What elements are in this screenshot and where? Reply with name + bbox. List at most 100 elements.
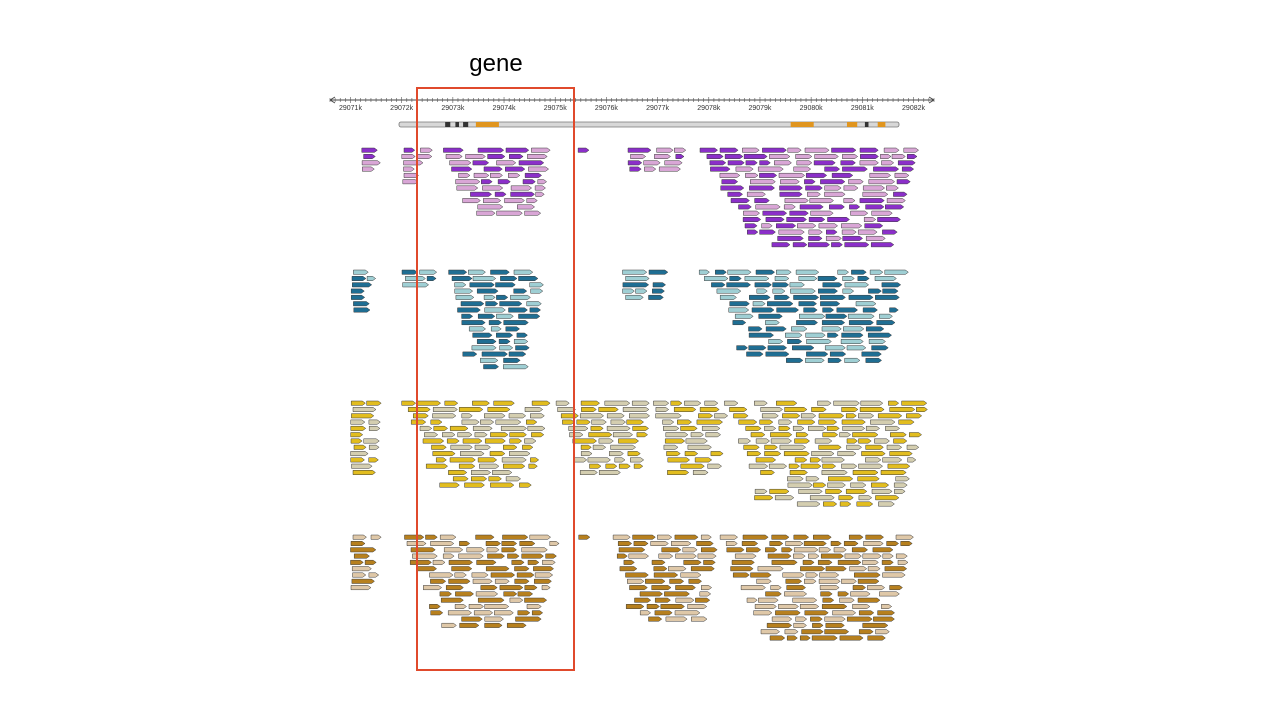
read-alignment — [818, 547, 832, 553]
read-alignment — [622, 288, 635, 294]
read-alignment — [715, 269, 727, 275]
read-alignment — [860, 400, 884, 406]
read-alignment — [475, 591, 499, 597]
read-alignment — [622, 269, 648, 275]
read-alignment — [632, 425, 650, 431]
read-alignment — [487, 407, 511, 412]
read-alignment — [774, 294, 790, 300]
read-alignment — [841, 578, 857, 584]
read-alignment — [874, 276, 897, 281]
read-alignment — [667, 457, 691, 463]
read-alignment — [760, 629, 781, 635]
read-alignment — [490, 572, 516, 578]
read-alignment — [691, 616, 708, 622]
read-alignment — [472, 160, 490, 166]
read-alignment — [900, 541, 913, 546]
read-alignment — [508, 413, 527, 419]
read-alignment — [867, 635, 886, 641]
read-alignment — [368, 457, 379, 463]
read-alignment — [622, 407, 650, 412]
read-alignment — [562, 419, 575, 425]
ruler-tick-label: 29081k — [851, 105, 874, 112]
read-alignment — [351, 294, 366, 300]
read-alignment — [832, 610, 857, 616]
read-alignment — [817, 276, 838, 281]
read-alignment — [403, 147, 416, 153]
read-alignment — [469, 282, 495, 288]
read-alignment — [886, 185, 899, 191]
read-alignment — [800, 463, 822, 469]
read-alignment — [606, 425, 631, 431]
read-alignment — [701, 425, 721, 431]
read-alignment — [518, 160, 545, 166]
read-alignment — [350, 438, 363, 444]
read-alignment — [350, 457, 365, 463]
read-alignment — [731, 559, 755, 565]
read-alignment — [801, 629, 824, 635]
read-alignment — [901, 166, 915, 172]
read-alignment — [878, 501, 895, 507]
read-alignment — [711, 282, 726, 288]
read-alignment — [519, 541, 536, 546]
read-alignment — [619, 566, 638, 572]
read-alignment — [857, 229, 878, 235]
read-alignment — [748, 326, 763, 332]
read-alignment — [858, 438, 872, 444]
read-alignment — [748, 332, 775, 338]
read-alignment — [824, 629, 850, 635]
read-alignment — [422, 438, 445, 444]
read-alignment — [625, 604, 645, 609]
read-alignment — [350, 400, 366, 406]
read-alignment — [617, 541, 633, 546]
read-alignment — [474, 444, 491, 450]
read-alignment — [779, 191, 803, 197]
ruler-tick-label: 29077k — [646, 105, 669, 112]
read-alignment — [821, 320, 846, 326]
read-alignment — [636, 432, 649, 438]
read-alignment — [353, 269, 369, 275]
read-alignment — [709, 160, 727, 166]
read-alignment — [749, 294, 771, 300]
read-alignment — [827, 357, 842, 363]
read-alignment — [489, 451, 506, 457]
read-alignment — [514, 566, 530, 572]
read-alignment — [790, 288, 816, 294]
read-alignment — [767, 301, 794, 307]
read-alignment — [859, 198, 885, 204]
read-alignment — [862, 553, 882, 559]
read-alignment — [854, 572, 881, 578]
read-alignment — [534, 572, 554, 578]
read-alignment — [496, 160, 517, 166]
read-alignment — [505, 166, 526, 172]
read-alignment — [484, 616, 504, 622]
read-alignment — [468, 604, 484, 609]
read-alignment — [837, 559, 862, 565]
read-alignment — [916, 407, 928, 412]
read-alignment — [891, 154, 906, 159]
read-alignment — [793, 547, 819, 553]
read-alignment — [454, 572, 467, 578]
read-alignment — [850, 210, 869, 216]
read-alignment — [645, 578, 666, 584]
read-alignment — [484, 604, 510, 609]
read-alignment — [809, 198, 834, 204]
read-alignment — [742, 147, 760, 153]
read-alignment — [454, 604, 467, 609]
gene-exon — [877, 122, 886, 127]
read-alignment — [895, 553, 908, 559]
read-alignment — [764, 451, 782, 457]
read-alignment — [852, 604, 871, 609]
read-alignment — [587, 457, 611, 463]
read-alignment — [822, 432, 839, 438]
read-alignment — [690, 566, 715, 572]
read-alignment — [486, 547, 500, 553]
read-alignment — [778, 229, 805, 235]
read-alignment — [505, 147, 530, 153]
read-alignment — [811, 451, 835, 457]
read-alignment — [776, 400, 798, 406]
read-alignment — [364, 559, 377, 565]
read-alignment — [472, 332, 493, 338]
read-alignment — [350, 559, 364, 565]
read-alignment — [663, 425, 680, 431]
read-alignment — [627, 578, 645, 584]
